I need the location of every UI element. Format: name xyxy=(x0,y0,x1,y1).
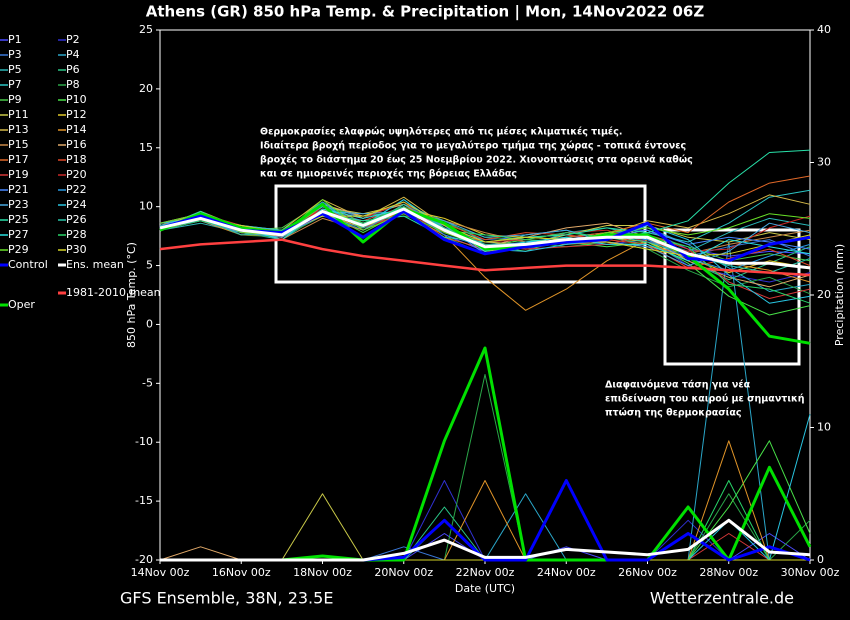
x-tick-label: 26Nov 00z xyxy=(618,566,677,579)
y-tick-label: -10 xyxy=(135,435,153,448)
annotation: Ιδιαίτερα βροχή περίοδος για το μεγαλύτε… xyxy=(260,141,686,152)
highlight-box xyxy=(663,228,801,366)
chart-title: Athens (GR) 850 hPa Temp. & Precipitatio… xyxy=(146,3,705,22)
x-tick-label: 18Nov 00z xyxy=(293,566,352,579)
y-tick-label: 0 xyxy=(146,317,153,330)
legend-label: P29 xyxy=(8,243,29,256)
legend-label: P12 xyxy=(66,108,87,121)
temp-line xyxy=(159,207,811,270)
annotation: βροχές το διάστημα 20 έως 25 Νοεμβρίου 2… xyxy=(260,155,693,166)
temp-line xyxy=(159,209,811,263)
y-tick-label: 25 xyxy=(139,23,153,36)
annotation: επιδείνωση του καιρού με σημαντική xyxy=(605,394,805,405)
precip-line xyxy=(160,518,811,562)
precip-line xyxy=(160,440,810,561)
legend-label: P21 xyxy=(8,183,29,196)
legend-label: P22 xyxy=(66,183,87,196)
legend-label: P16 xyxy=(66,138,87,151)
legend-label: P6 xyxy=(66,63,80,76)
y-tick-label: 15 xyxy=(139,141,153,154)
y2-tick-label: 40 xyxy=(817,23,831,36)
legend-label: P25 xyxy=(8,213,29,226)
temp-line xyxy=(159,202,811,345)
y-axis-label: 850 hPa Temp. (°C) xyxy=(125,242,138,348)
legend-label: P28 xyxy=(66,228,87,241)
y-tick-label: 5 xyxy=(146,259,153,272)
legend-label: Oper xyxy=(8,298,35,311)
y-tick-label: -15 xyxy=(135,494,153,507)
x-tick-label: 22Nov 00z xyxy=(456,566,515,579)
legend-label: Control xyxy=(8,258,48,271)
x-tick-label: 14Nov 00z xyxy=(131,566,190,579)
legend-label: P10 xyxy=(66,93,87,106)
y-tick-label: 20 xyxy=(139,82,153,95)
legend-label: P26 xyxy=(66,213,87,226)
y2-tick-label: 30 xyxy=(817,156,831,169)
annotation: Διαφαινόμενα τάση για νέα xyxy=(605,380,751,391)
legend-label: P1 xyxy=(8,33,22,46)
temp-line xyxy=(159,208,811,262)
x-tick-label: 24Nov 00z xyxy=(537,566,596,579)
legend-label: P15 xyxy=(8,138,29,151)
legend-label: P18 xyxy=(66,153,87,166)
legend-label: P7 xyxy=(8,78,22,91)
x-axis-label: Date (UTC) xyxy=(455,582,515,595)
footer-left: GFS Ensemble, 38N, 23.5E xyxy=(120,589,333,608)
legend-label: P3 xyxy=(8,48,22,61)
legend-label: 1981-2010 mean xyxy=(66,286,161,299)
annotation: πτώση της θερμοκρασίας xyxy=(605,408,742,419)
y2-tick-label: 20 xyxy=(817,288,831,301)
legend-label: P2 xyxy=(66,33,80,46)
legend-label: P13 xyxy=(8,123,29,136)
temp-line xyxy=(159,206,811,269)
y2-axis-label: Precipitation (mm) xyxy=(833,244,846,346)
temp-line xyxy=(159,203,811,245)
y-tick-label: -5 xyxy=(142,376,153,389)
legend-label: P19 xyxy=(8,168,29,181)
y2-tick-label: 10 xyxy=(817,421,831,434)
y-tick-label: 10 xyxy=(139,200,153,213)
y-tick-label: -20 xyxy=(135,553,153,566)
annotation: Θερμοκρασίες ελαφρώς υψηλότερες από τις … xyxy=(260,127,622,138)
legend-label: P30 xyxy=(66,243,87,256)
x-tick-label: 20Nov 00z xyxy=(374,566,433,579)
legend-label: P8 xyxy=(66,78,80,91)
legend-label: P24 xyxy=(66,198,87,211)
legend-label: P5 xyxy=(8,63,22,76)
legend-label: P27 xyxy=(8,228,29,241)
legend-label: P17 xyxy=(8,153,29,166)
legend-label: P14 xyxy=(66,123,87,136)
legend-label: P4 xyxy=(66,48,80,61)
legend-label: P11 xyxy=(8,108,29,121)
legend-label: Ens. mean xyxy=(66,258,124,271)
y2-tick-label: 0 xyxy=(817,553,824,566)
temp-line xyxy=(159,194,811,252)
x-tick-label: 28Nov 00z xyxy=(699,566,758,579)
annotation: και σε ημιορεινές περιοχές της βόρειας Ε… xyxy=(260,169,517,180)
precip-line xyxy=(160,440,811,561)
x-tick-label: 30Nov 00z xyxy=(781,566,840,579)
legend-label: P20 xyxy=(66,168,87,181)
legend-label: P23 xyxy=(8,198,29,211)
legend-label: P9 xyxy=(8,93,22,106)
x-tick-label: 16Nov 00z xyxy=(212,566,271,579)
footer-right: Wetterzentrale.de xyxy=(650,589,794,608)
